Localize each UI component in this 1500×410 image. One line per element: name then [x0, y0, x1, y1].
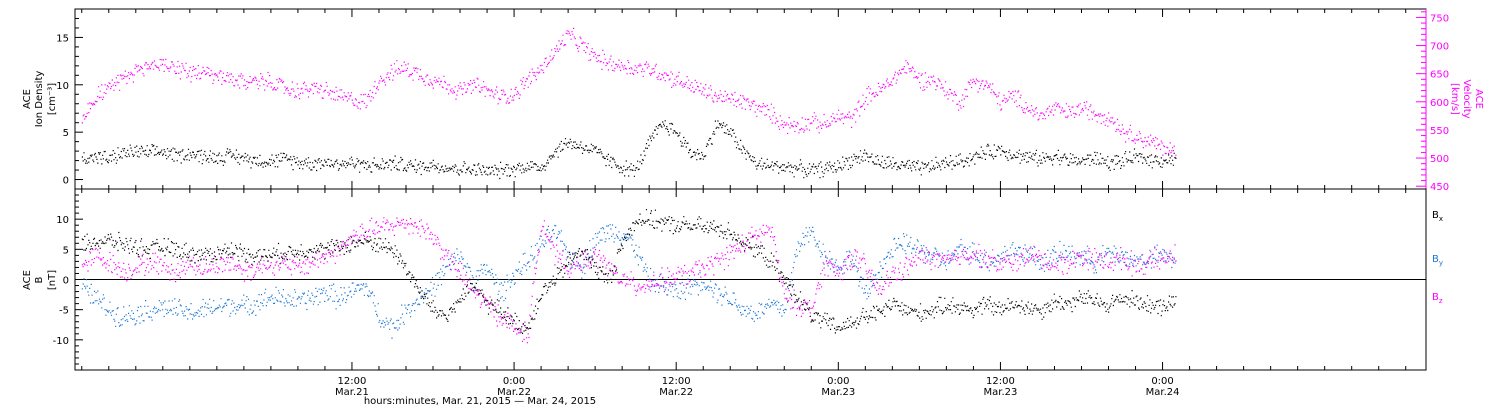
- x-tick-date-label: Mar.23: [984, 387, 1018, 398]
- legend-entry-Bx: Bx: [1432, 210, 1443, 223]
- field-axis-ticks: -10 -5 0 5 10: [53, 194, 83, 365]
- bx-series: [81, 209, 1177, 334]
- velocity-axis-ticks: 450 500 550 600 650 700 750: [1416, 9, 1449, 193]
- field-tick-label: 0: [63, 276, 69, 287]
- field-tick-label: -10: [53, 336, 69, 347]
- legend-subscript: y: [1439, 259, 1443, 267]
- x-tick-date-label: Mar.24: [1146, 387, 1180, 398]
- bz-series: [81, 217, 1177, 344]
- x-tick-date-label: Mar.22: [497, 387, 531, 398]
- velocity-tick-label: 750: [1430, 13, 1449, 24]
- velocity-series: [81, 27, 1177, 159]
- top-panel-x-ticks: [81, 9, 1407, 189]
- field-axis-label-1: ACE: [22, 270, 33, 290]
- velocity-tick-label: 450: [1430, 182, 1449, 193]
- velocity-tick-label: 600: [1430, 98, 1449, 109]
- velocity-axis-label-2: Velocity: [1461, 79, 1472, 118]
- legend-label: B: [1432, 254, 1439, 265]
- density-axis-label-2: Ion Density: [34, 71, 45, 128]
- velocity-tick-label: 700: [1430, 42, 1449, 53]
- field-axis-label-2: B: [34, 276, 45, 283]
- bottom-panel-x-ticks: [81, 189, 1407, 370]
- x-tick-date-label: Mar.21: [335, 387, 369, 398]
- velocity-tick-label: 550: [1430, 126, 1449, 137]
- bx-series-points: [81, 209, 1177, 334]
- x-axis-title: hours:minutes, Mar. 21, 2015 — Mar. 24, …: [364, 396, 596, 407]
- x-tick-label: 12:00: [662, 376, 691, 387]
- by-series-points: [81, 224, 1177, 339]
- bottom-panel-series: [81, 209, 1177, 344]
- x-axis-date-labels: 12:00Mar.210:00Mar.2212:00Mar.220:00Mar.…: [335, 376, 1179, 398]
- density-axis-label-3: [cm⁻³]: [47, 83, 58, 115]
- density-series: [81, 120, 1177, 180]
- velocity-tick-label: 650: [1430, 70, 1449, 81]
- legend-entry-Bz: Bz: [1432, 292, 1443, 305]
- x-tick-label: 12:00: [338, 376, 367, 387]
- x-tick-date-label: Mar.23: [821, 387, 855, 398]
- bz-series-points: [81, 217, 1177, 344]
- x-tick-label: 12:00: [986, 376, 1015, 387]
- density-series-points: [81, 120, 1177, 180]
- density-tick-label: 0: [63, 176, 69, 187]
- x-tick-label: 0:00: [827, 376, 849, 387]
- legend-label: B: [1432, 210, 1439, 221]
- density-tick-label: 15: [56, 33, 69, 44]
- velocity-tick-label: 500: [1430, 154, 1449, 165]
- legend-subscript: x: [1439, 215, 1443, 223]
- density-tick-label: 10: [56, 81, 69, 92]
- field-tick-label: 10: [56, 215, 69, 226]
- x-tick-label: 0:00: [503, 376, 525, 387]
- legend-subscript: z: [1439, 297, 1443, 305]
- x-tick-date-label: Mar.22: [659, 387, 693, 398]
- field-tick-label: 5: [63, 245, 69, 256]
- velocity-axis-label-3: [km/s]: [1449, 83, 1460, 115]
- density-tick-label: 5: [63, 128, 69, 139]
- by-series: [81, 224, 1177, 339]
- top-panel-frame: [74, 8, 1427, 190]
- velocity-axis-label-1: ACE: [1473, 89, 1484, 109]
- density-velocity-panel: 0 5 10 15 450 500 550 600 650 700 750 ACE Ion Den…: [22, 8, 1484, 193]
- x-tick-label: 0:00: [1151, 376, 1173, 387]
- legend-label: B: [1432, 292, 1439, 303]
- top-panel-series: [81, 27, 1177, 180]
- density-axis-ticks: 0 5 10 15: [56, 17, 83, 190]
- field-tick-label: -5: [59, 306, 69, 317]
- field-axis-label-3: [nT]: [47, 270, 58, 290]
- velocity-series-points: [81, 27, 1177, 159]
- density-axis-label-1: ACE: [22, 89, 33, 109]
- legend-entry-By: By: [1432, 254, 1443, 267]
